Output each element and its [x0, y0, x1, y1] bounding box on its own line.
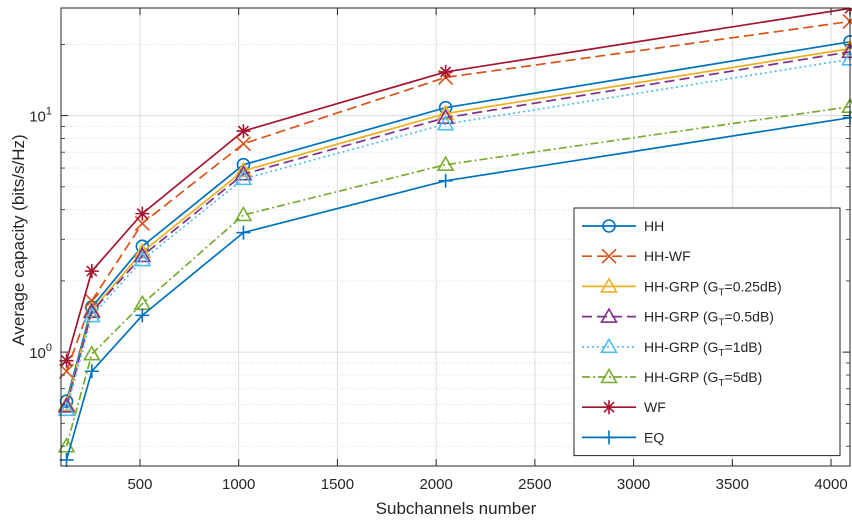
data-point	[84, 364, 99, 379]
data-point	[57, 400, 76, 417]
data-point	[133, 242, 152, 259]
legend-label: HH-WF	[644, 248, 691, 264]
axes-box	[60, 7, 851, 467]
x-tick-label: 1500	[321, 476, 354, 493]
x-tick-label: 2500	[518, 476, 551, 493]
data-point	[82, 345, 101, 361]
data-point	[436, 155, 455, 171]
data-point	[135, 206, 150, 221]
x-tick-label: 3000	[617, 476, 650, 493]
legend-marker	[601, 248, 617, 264]
legend-marker	[602, 219, 616, 233]
series-line	[65, 8, 851, 361]
x-tick-label: 1000	[222, 476, 255, 493]
data-point	[236, 124, 251, 139]
data-point	[436, 115, 455, 131]
series-line	[65, 50, 851, 407]
y-tick-label: 100	[29, 342, 52, 362]
data-point	[82, 306, 101, 323]
data-point	[57, 397, 76, 413]
data-point	[133, 246, 152, 263]
x-tick-label: 3500	[716, 476, 749, 493]
tick-labels: 500 1000 1500 2000 2500 3000 3500 4000 100 101	[29, 106, 848, 493]
x-axis-label: Subchannels number	[376, 499, 537, 518]
legend-label: WF	[644, 399, 666, 415]
legend-marker	[600, 307, 618, 323]
series-line	[65, 105, 851, 447]
axes-frame	[60, 7, 851, 467]
y-axis-label: Average capacity (bits/s/Hz)	[9, 134, 28, 345]
data-point	[438, 173, 453, 188]
x-tick-label: 2000	[419, 476, 452, 493]
data-point	[438, 64, 453, 79]
data-point	[135, 308, 150, 323]
x-tick-label: 4000	[814, 476, 847, 493]
data-point	[235, 136, 252, 152]
data-point	[57, 395, 76, 411]
legend-marker	[602, 400, 616, 415]
legend-marker	[600, 277, 618, 293]
data-point	[59, 452, 74, 467]
legend-box	[573, 207, 841, 457]
data-point	[436, 108, 455, 124]
legend-label: HH-GRP (GT=0.5dB)	[644, 309, 774, 329]
x-tick-label: 500	[127, 476, 152, 493]
series-line	[65, 116, 851, 461]
legend-label: HH-GRP (GT=0.25dB)	[644, 278, 782, 298]
legend-marker	[600, 337, 618, 354]
data-point	[133, 250, 152, 267]
data-point	[236, 225, 251, 240]
legend-label: HH	[644, 218, 664, 234]
data-point	[58, 363, 75, 379]
data-point	[234, 161, 253, 177]
series-lines	[57, 8, 852, 467]
data-point	[436, 104, 455, 120]
data-point	[234, 169, 253, 186]
legend-marker	[600, 367, 618, 384]
y-tick-label: 101	[29, 106, 52, 126]
legend: HH HH-WF HH-GRP (GT=0.25dB) HH-GRP (GT=0.5d…	[573, 207, 841, 457]
legend-marker	[602, 430, 616, 445]
legend-label: EQ	[644, 429, 664, 445]
data-point	[59, 353, 74, 368]
series-line	[65, 58, 851, 411]
legend-label: HH-GRP (GT=5dB)	[644, 369, 762, 389]
legend-label: HH-GRP (GT=1dB)	[644, 339, 762, 359]
data-point	[84, 264, 99, 279]
series-line	[65, 40, 851, 402]
data-point	[234, 205, 253, 222]
